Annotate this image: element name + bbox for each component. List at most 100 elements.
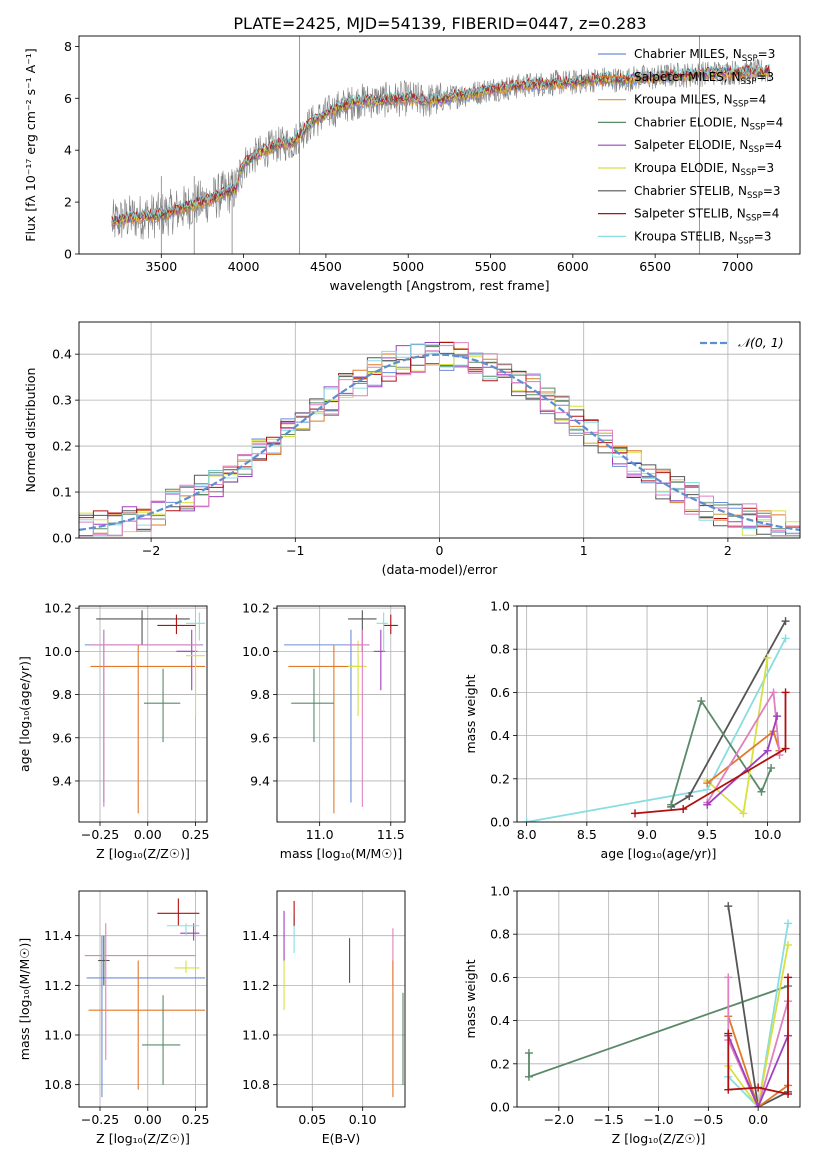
legend-name: Chabrier ELODIE, N	[634, 115, 750, 129]
legend-name: Chabrier MILES, N	[634, 47, 742, 61]
plus-marker	[724, 1029, 733, 1038]
x-tick-label: 9.5	[697, 827, 717, 842]
x-axis-label: Z [log₁₀(Z/Z☉)]	[612, 1131, 706, 1146]
y-tick-label: 0.4	[490, 728, 510, 743]
model-spectrum-chabrier_elodie	[111, 67, 771, 228]
y-tick-label: 11.0	[242, 1028, 270, 1043]
x-axis-label: Z [log₁₀(Z/Z☉)]	[96, 1131, 190, 1146]
legend-sub: SSP	[746, 214, 762, 224]
y-tick-label: 0.6	[490, 970, 510, 985]
mass-weight-line-salpeter_stelib	[634, 692, 787, 815]
errorbar-point-pink	[348, 629, 370, 807]
plus-marker	[522, 818, 531, 822]
x-tick-label: −1	[286, 543, 304, 558]
y-tick-label: 0.2	[490, 1056, 510, 1071]
legend-suffix: =4	[762, 207, 780, 221]
legend-sub: SSP	[733, 100, 749, 110]
axes-frame	[516, 605, 801, 823]
histogram-pink	[79, 342, 800, 537]
x-axis-label: age [log₁₀(age/yr)]	[601, 846, 717, 861]
model-spectrum-salpeter_stelib	[111, 64, 771, 224]
y-axis-label: mass [log₁₀(M/M☉)]	[17, 938, 32, 1060]
x-tick-label: 3500	[145, 259, 177, 274]
mass-weight-line-chabrier_elodie	[670, 698, 772, 805]
y-axis-label: age [log₁₀(age/yr)]	[17, 656, 32, 772]
x-tick-label: 0	[436, 543, 444, 558]
plus-marker	[631, 809, 640, 818]
x-tick-label: 10.0	[754, 827, 782, 842]
legend-entry: Salpeter ELODIE, NSSP=4	[634, 138, 782, 155]
y-tick-label: 2	[64, 195, 72, 210]
y-tick-label: 0.0	[490, 815, 510, 830]
plus-marker	[784, 1090, 793, 1099]
x-tick-label: −0.25	[81, 827, 119, 842]
y-tick-label: 0.8	[490, 642, 510, 657]
x-tick-label: 4500	[310, 259, 342, 274]
x-tick-label: 4000	[228, 259, 260, 274]
legend-name: Chabrier STELIB, N	[634, 184, 747, 198]
x-tick-label: 5000	[392, 259, 424, 274]
errorbar-point-salpeter_elodie	[176, 629, 198, 691]
legend-entry: Kroupa ELODIE, NSSP=3	[634, 161, 774, 178]
y-tick-label: 9.6	[52, 730, 72, 745]
errorbar-point-kroupa_stelib	[166, 923, 200, 936]
x-tick-label: 7000	[722, 259, 754, 274]
errorbar-point-kroupa_elodie	[185, 629, 206, 717]
errorbar-point-chabrier_elodie	[142, 995, 181, 1085]
y-tick-label: 10.8	[242, 1077, 270, 1092]
x-tick-label: 0.05	[298, 1112, 326, 1127]
x-tick-label: −2	[142, 543, 160, 558]
y-tick-label: 4	[64, 143, 72, 158]
plot-area-mass_vs_ebv	[277, 891, 405, 1107]
legend-entry: Kroupa STELIB, NSSP=3	[634, 229, 772, 246]
gaussian-curve	[79, 353, 800, 531]
axes-frame	[516, 890, 801, 1108]
x-tick-label: −1.5	[593, 1112, 623, 1127]
y-tick-label: 0.3	[52, 393, 72, 408]
model-spectrum-chabrier_miles	[111, 69, 771, 230]
x-tick-label: −2.0	[544, 1112, 574, 1127]
y-axis-label: Normed distribution	[23, 368, 38, 493]
y-tick-label: 0.1	[52, 485, 72, 500]
y-tick-label: 0.2	[490, 771, 510, 786]
legend-sub: SSP	[742, 54, 758, 64]
y-tick-label: 10.2	[44, 601, 72, 616]
plus-marker	[754, 1083, 763, 1092]
x-tick-label: 0.25	[182, 827, 210, 842]
x-axis-label: (data-model)/error	[382, 562, 499, 577]
mass-weight-line-salpeter_elodie	[727, 1035, 789, 1107]
legend-sub: SSP	[750, 122, 766, 132]
errorbar-point-pink	[90, 629, 202, 807]
plus-marker	[703, 800, 712, 809]
plus-marker	[773, 712, 782, 721]
legend-suffix: =4	[749, 93, 767, 107]
y-tick-label: 8	[64, 39, 72, 54]
y-tick-label: 11.2	[242, 978, 270, 993]
plus-marker	[724, 902, 733, 911]
legend-sub: SSP	[741, 168, 757, 178]
y-tick-label: 0.0	[490, 1100, 510, 1115]
legend-name: Salpeter MILES, N	[634, 70, 741, 84]
legend-sub: SSP	[738, 236, 754, 246]
y-tick-label: 10.0	[44, 644, 72, 659]
legend-sub: SSP	[747, 191, 763, 201]
y-tick-label: 1.0	[490, 599, 510, 614]
errorbar-point-salpeter_miles	[88, 960, 206, 1090]
x-tick-label: 6500	[639, 259, 671, 274]
errorbar-point-kroupa_elodie	[174, 960, 200, 973]
errorbar-point-salpeter_miles	[90, 644, 206, 814]
axes-frame	[78, 35, 801, 255]
chart-residuals: −2 −1 0 1 2 0.0 0.1 0.2 0.3 0.4 (data-model)/error…	[23, 321, 801, 577]
axes-frame	[78, 605, 208, 823]
model-spectrum-salpeter_elodie	[111, 66, 771, 227]
y-tick-label: 0.4	[490, 1013, 510, 1028]
legend-entry: Kroupa MILES, NSSP=4	[634, 93, 766, 110]
plus-marker	[781, 617, 790, 626]
legend-name: Kroupa MILES, N	[634, 93, 733, 107]
y-tick-label: 1.0	[490, 884, 510, 899]
x-axis-label: mass [log₁₀(M/M☉)]	[280, 846, 402, 861]
plus-marker	[739, 809, 748, 818]
plus-marker	[757, 787, 766, 796]
errorbar-point-kroupa_stelib	[185, 612, 206, 641]
